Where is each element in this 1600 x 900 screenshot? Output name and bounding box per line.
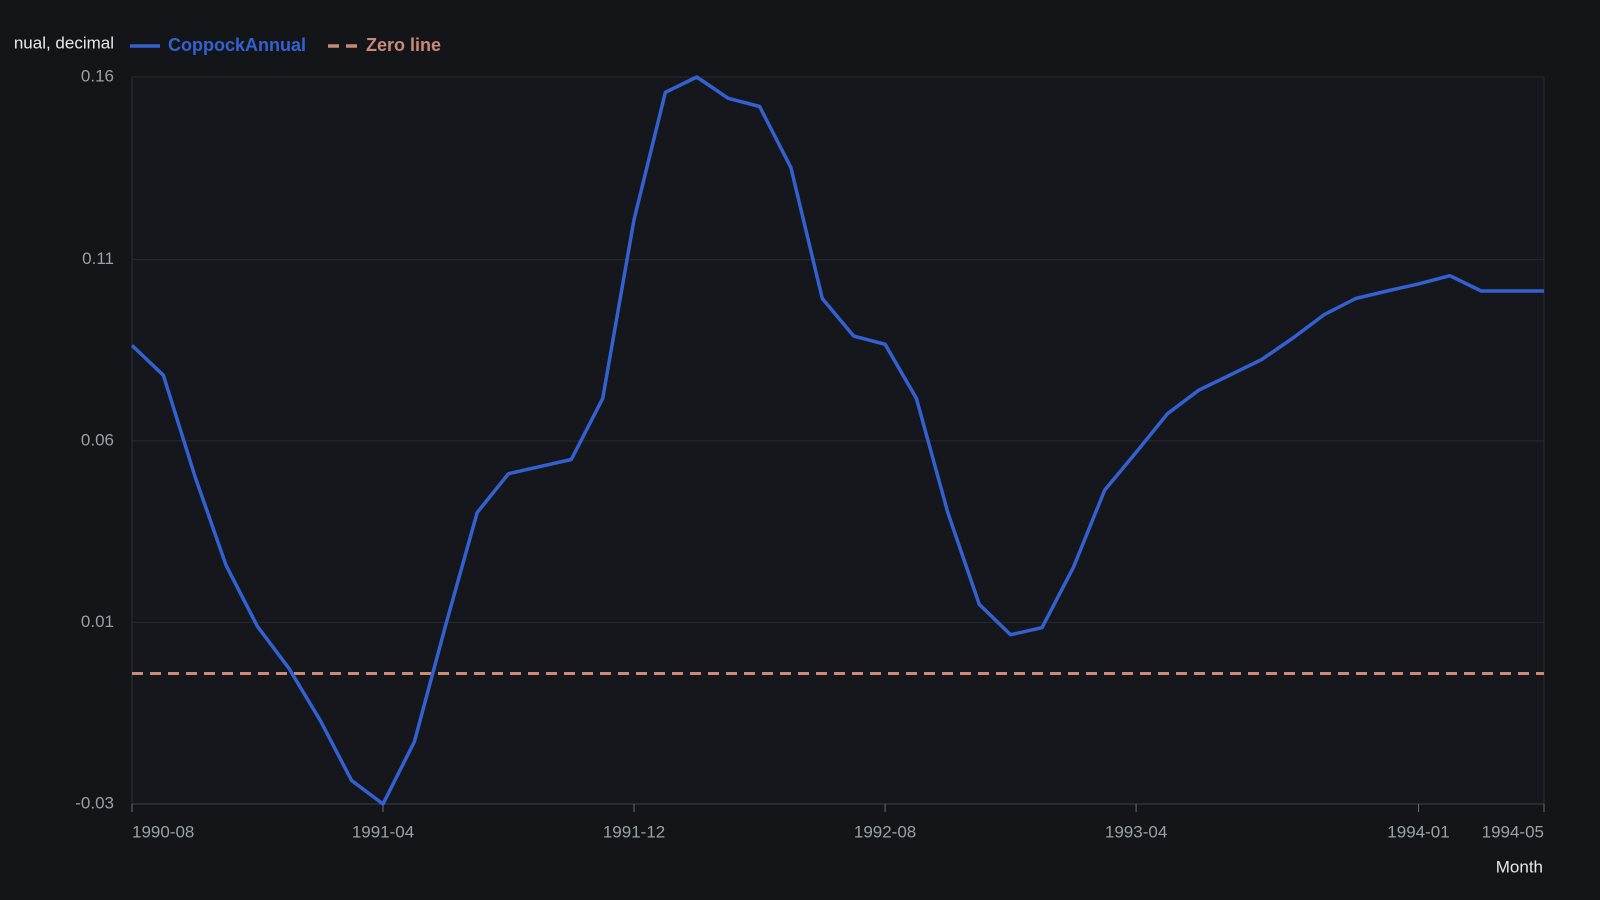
y-tick-label: 0.01 xyxy=(81,612,114,631)
x-tick-label: 1992-08 xyxy=(854,822,916,841)
legend-label: Zero line xyxy=(366,35,441,55)
data-line xyxy=(130,75,1544,806)
plot-area xyxy=(132,76,1544,804)
x-axis-title: Month xyxy=(1496,857,1543,876)
x-tick-label: 1994-01 xyxy=(1387,822,1449,841)
y-axis-title: nual, decimal xyxy=(14,33,114,52)
y-tick-label: 0.11 xyxy=(82,249,114,268)
x-tick-label: 1990-08 xyxy=(132,822,194,841)
y-tick-label: -0.03 xyxy=(75,793,114,812)
x-tick-label: 1991-12 xyxy=(603,822,665,841)
x-tick-label: 1993-04 xyxy=(1105,822,1167,841)
x-tick-label: 1994-05 xyxy=(1482,822,1544,841)
y-tick-label: 0.16 xyxy=(81,66,114,85)
legend-label: CoppockAnnual xyxy=(168,35,306,55)
x-tick-label: 1991-04 xyxy=(352,822,414,841)
y-tick-label: 0.06 xyxy=(81,430,114,449)
